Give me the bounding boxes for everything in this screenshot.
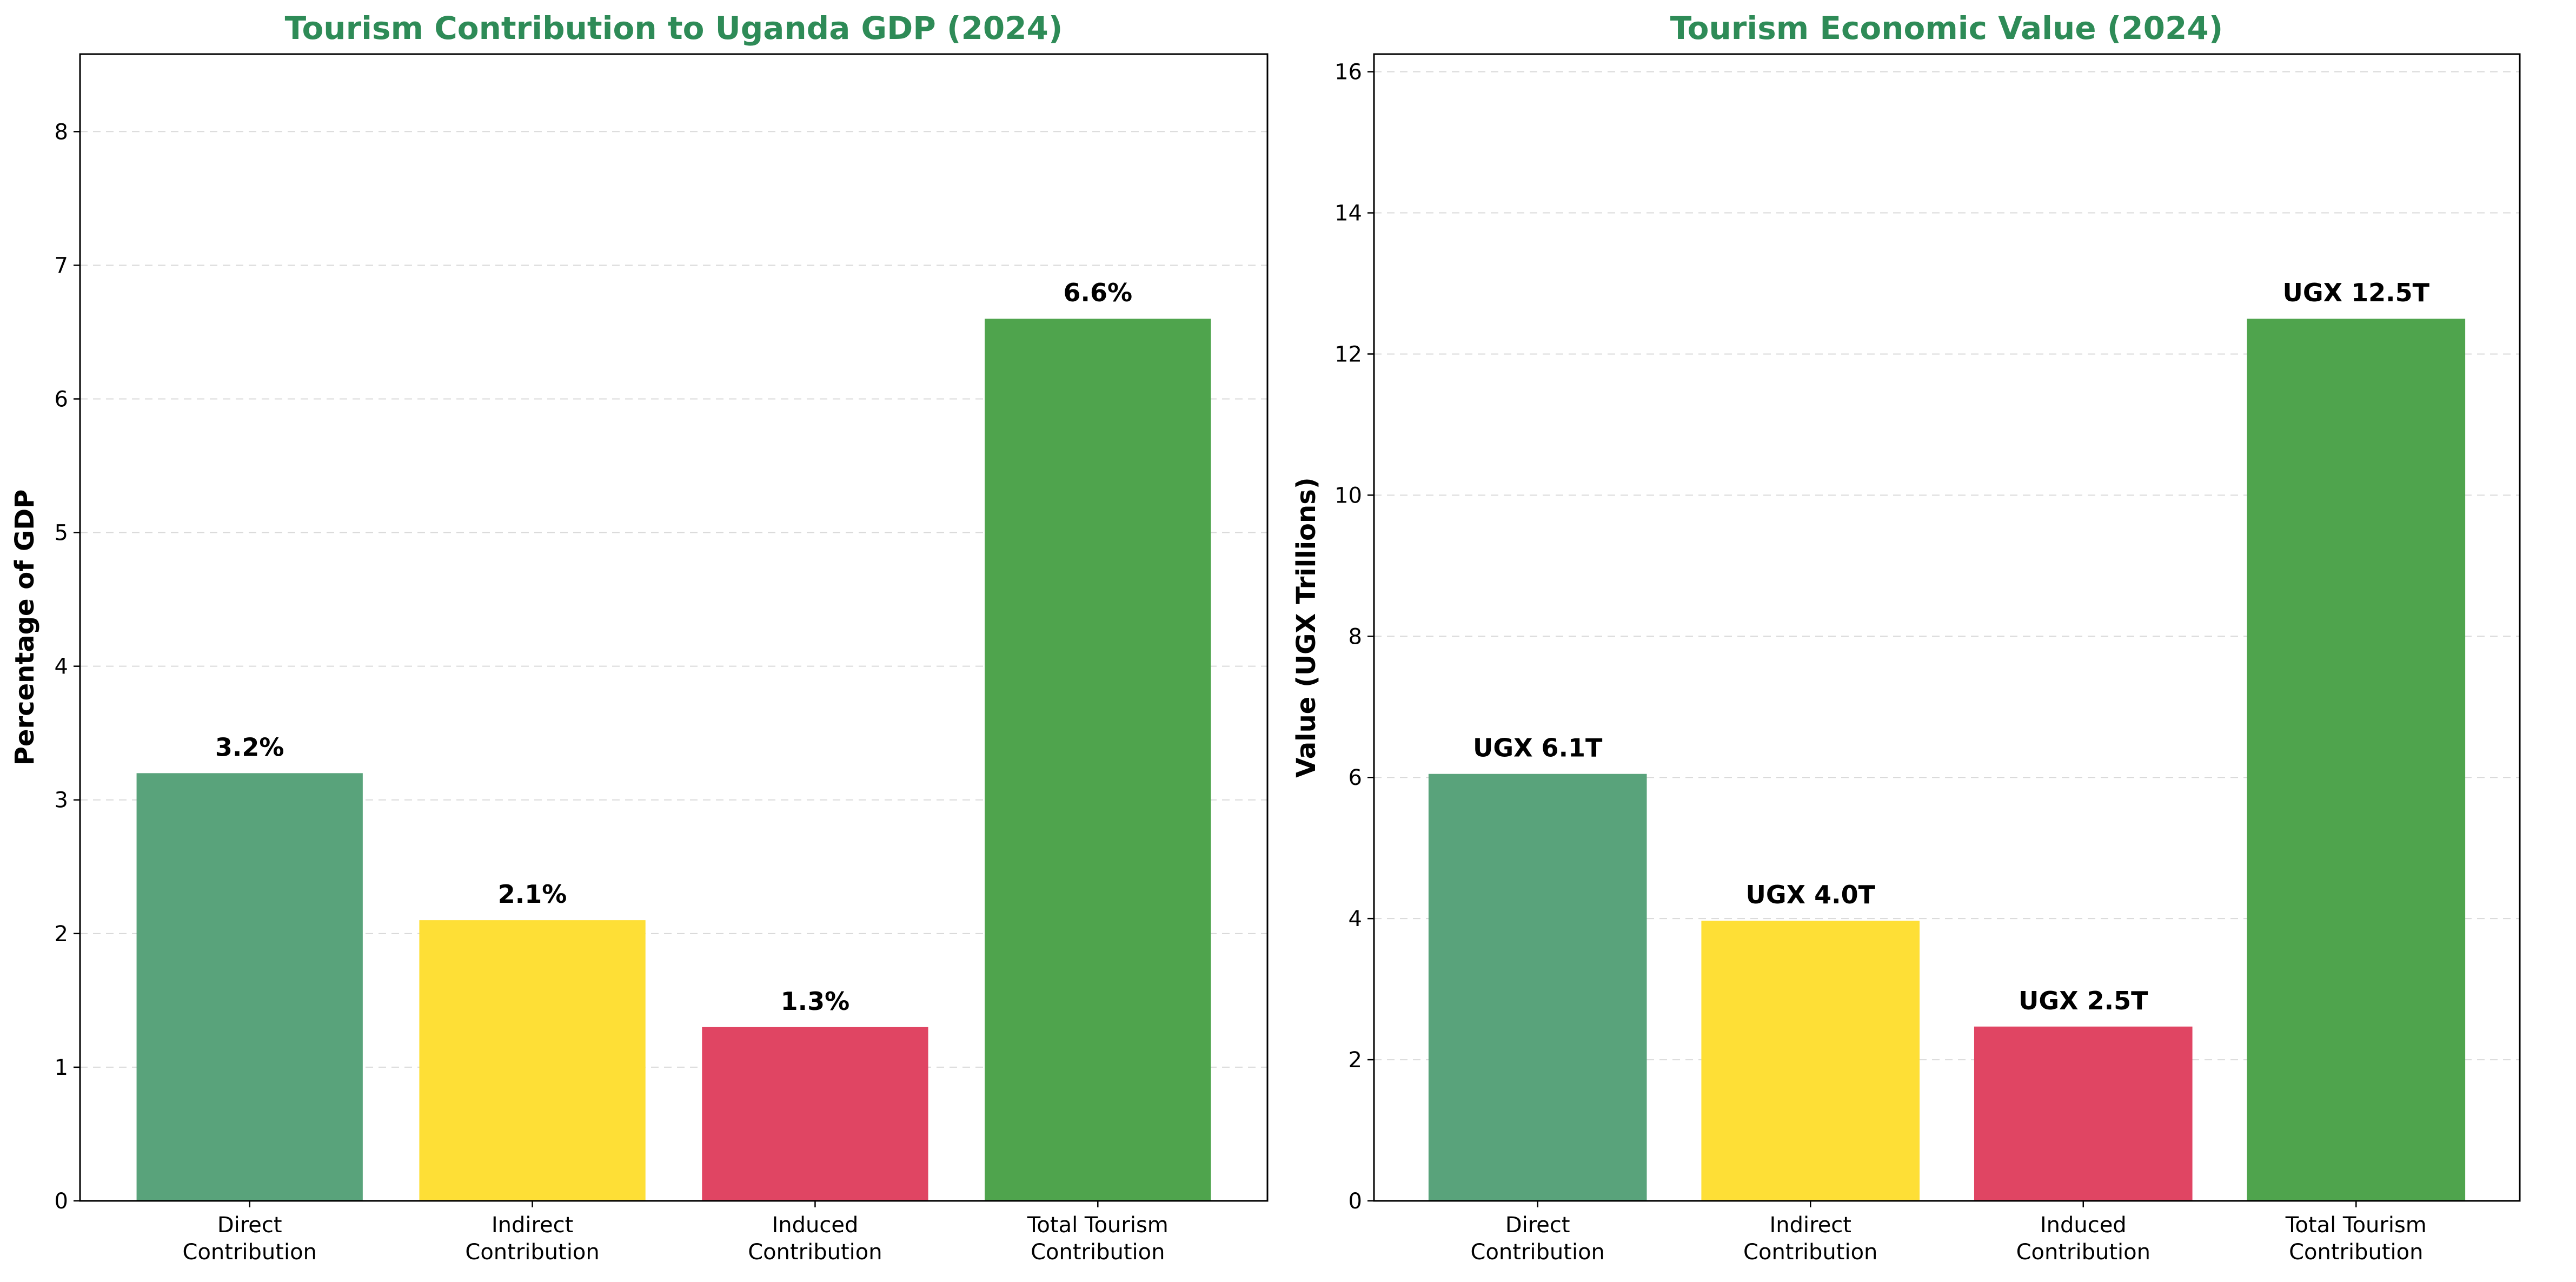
y-axis-label: Value (UGX Trillions) xyxy=(1291,477,1322,777)
axes-frame xyxy=(79,53,1269,1202)
value-chart-panel: UGX 6.1T Direct Contribution UGX 4.0T Indire… xyxy=(1291,10,2521,1265)
bar xyxy=(419,920,646,1201)
y-tick-label: 12 xyxy=(1335,342,1362,367)
y-tick-label: 5 xyxy=(55,521,68,546)
bar-value-label: 3.2% xyxy=(215,732,284,762)
bar xyxy=(1428,774,1647,1201)
x-tick-label: Total Tourism Contribution xyxy=(2285,1213,2427,1265)
bar xyxy=(985,319,1211,1201)
y-tick-label: 0 xyxy=(1349,1189,1362,1214)
bar xyxy=(136,773,363,1201)
bar-value-label: UGX 6.1T xyxy=(1473,733,1603,763)
x-tick-label: Induced Contribution xyxy=(2016,1213,2150,1265)
bar-value-label: 6.6% xyxy=(1063,278,1132,307)
y-tick-label: 16 xyxy=(1335,60,1362,85)
gdp-chart-panel: 3.2% Direct Contribution 2.1% Indirect Contri… xyxy=(10,10,1269,1265)
bar xyxy=(702,1027,928,1201)
y-tick-label: 6 xyxy=(55,387,68,412)
y-tick-label: 2 xyxy=(1349,1048,1362,1073)
y-tick-label: 3 xyxy=(55,788,68,813)
bar-value-label: UGX 12.5T xyxy=(2283,278,2430,307)
chart-title: Tourism Economic Value (2024) xyxy=(1670,10,2223,47)
chart-title: Tourism Contribution to Uganda GDP (2024… xyxy=(285,10,1063,47)
y-tick-label: 8 xyxy=(1349,624,1362,649)
y-tick-label: 6 xyxy=(1349,765,1362,790)
bar-value-label: UGX 4.0T xyxy=(1746,880,1876,909)
bar xyxy=(1701,921,1920,1201)
y-tick-label: 4 xyxy=(1349,907,1362,931)
y-tick-label: 8 xyxy=(55,120,68,144)
y-tick-label: 14 xyxy=(1335,201,1362,226)
x-tick-label: Induced Contribution xyxy=(748,1213,882,1265)
bar xyxy=(2247,319,2466,1201)
x-tick-label: Indirect Contribution xyxy=(465,1213,599,1265)
axes-frame xyxy=(1373,53,2521,1202)
bar xyxy=(1974,1026,2193,1201)
x-tick-label: Direct Contribution xyxy=(1471,1213,1605,1265)
x-tick-label: Direct Contribution xyxy=(183,1213,317,1265)
y-tick-label: 2 xyxy=(55,922,68,947)
y-tick-label: 10 xyxy=(1335,483,1362,508)
bar-value-label: 1.3% xyxy=(781,987,850,1016)
x-tick-label: Total Tourism Contribution xyxy=(1027,1213,1169,1265)
y-tick-label: 1 xyxy=(55,1055,68,1080)
y-tick-label: 0 xyxy=(55,1189,68,1214)
x-tick-label: Indirect Contribution xyxy=(1743,1213,1877,1265)
y-tick-label: 4 xyxy=(55,655,68,679)
y-axis-label: Percentage of GDP xyxy=(10,490,40,766)
bar-value-label: 2.1% xyxy=(498,880,567,909)
bar-value-label: UGX 2.5T xyxy=(2019,986,2148,1015)
y-tick-label: 7 xyxy=(55,253,68,278)
